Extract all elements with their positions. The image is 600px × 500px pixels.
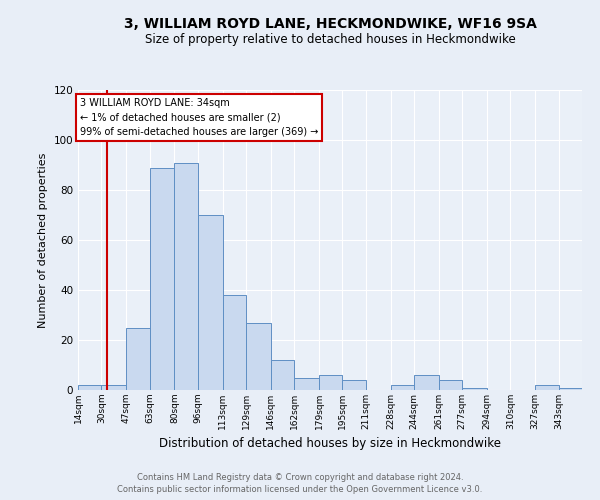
Bar <box>101 385 126 390</box>
Bar <box>149 168 175 390</box>
Bar <box>559 388 582 390</box>
Bar <box>198 215 223 390</box>
Bar <box>319 375 343 390</box>
Bar <box>462 388 487 390</box>
Bar <box>343 380 366 390</box>
Text: Contains public sector information licensed under the Open Government Licence v3: Contains public sector information licen… <box>118 485 482 494</box>
X-axis label: Distribution of detached houses by size in Heckmondwike: Distribution of detached houses by size … <box>159 438 501 450</box>
Text: 3, WILLIAM ROYD LANE, HECKMONDWIKE, WF16 9SA: 3, WILLIAM ROYD LANE, HECKMONDWIKE, WF16… <box>124 18 536 32</box>
Bar <box>439 380 462 390</box>
Y-axis label: Number of detached properties: Number of detached properties <box>38 152 48 328</box>
Bar <box>294 378 319 390</box>
Bar <box>391 385 414 390</box>
Bar <box>126 328 149 390</box>
Text: 3 WILLIAM ROYD LANE: 34sqm
← 1% of detached houses are smaller (2)
99% of semi-d: 3 WILLIAM ROYD LANE: 34sqm ← 1% of detac… <box>80 98 319 137</box>
Bar <box>414 375 439 390</box>
Bar <box>246 322 271 390</box>
Bar <box>223 295 246 390</box>
Text: Size of property relative to detached houses in Heckmondwike: Size of property relative to detached ho… <box>145 32 515 46</box>
Bar <box>535 385 559 390</box>
Bar <box>271 360 294 390</box>
Bar <box>78 385 101 390</box>
Text: Contains HM Land Registry data © Crown copyright and database right 2024.: Contains HM Land Registry data © Crown c… <box>137 472 463 482</box>
Bar <box>175 162 198 390</box>
